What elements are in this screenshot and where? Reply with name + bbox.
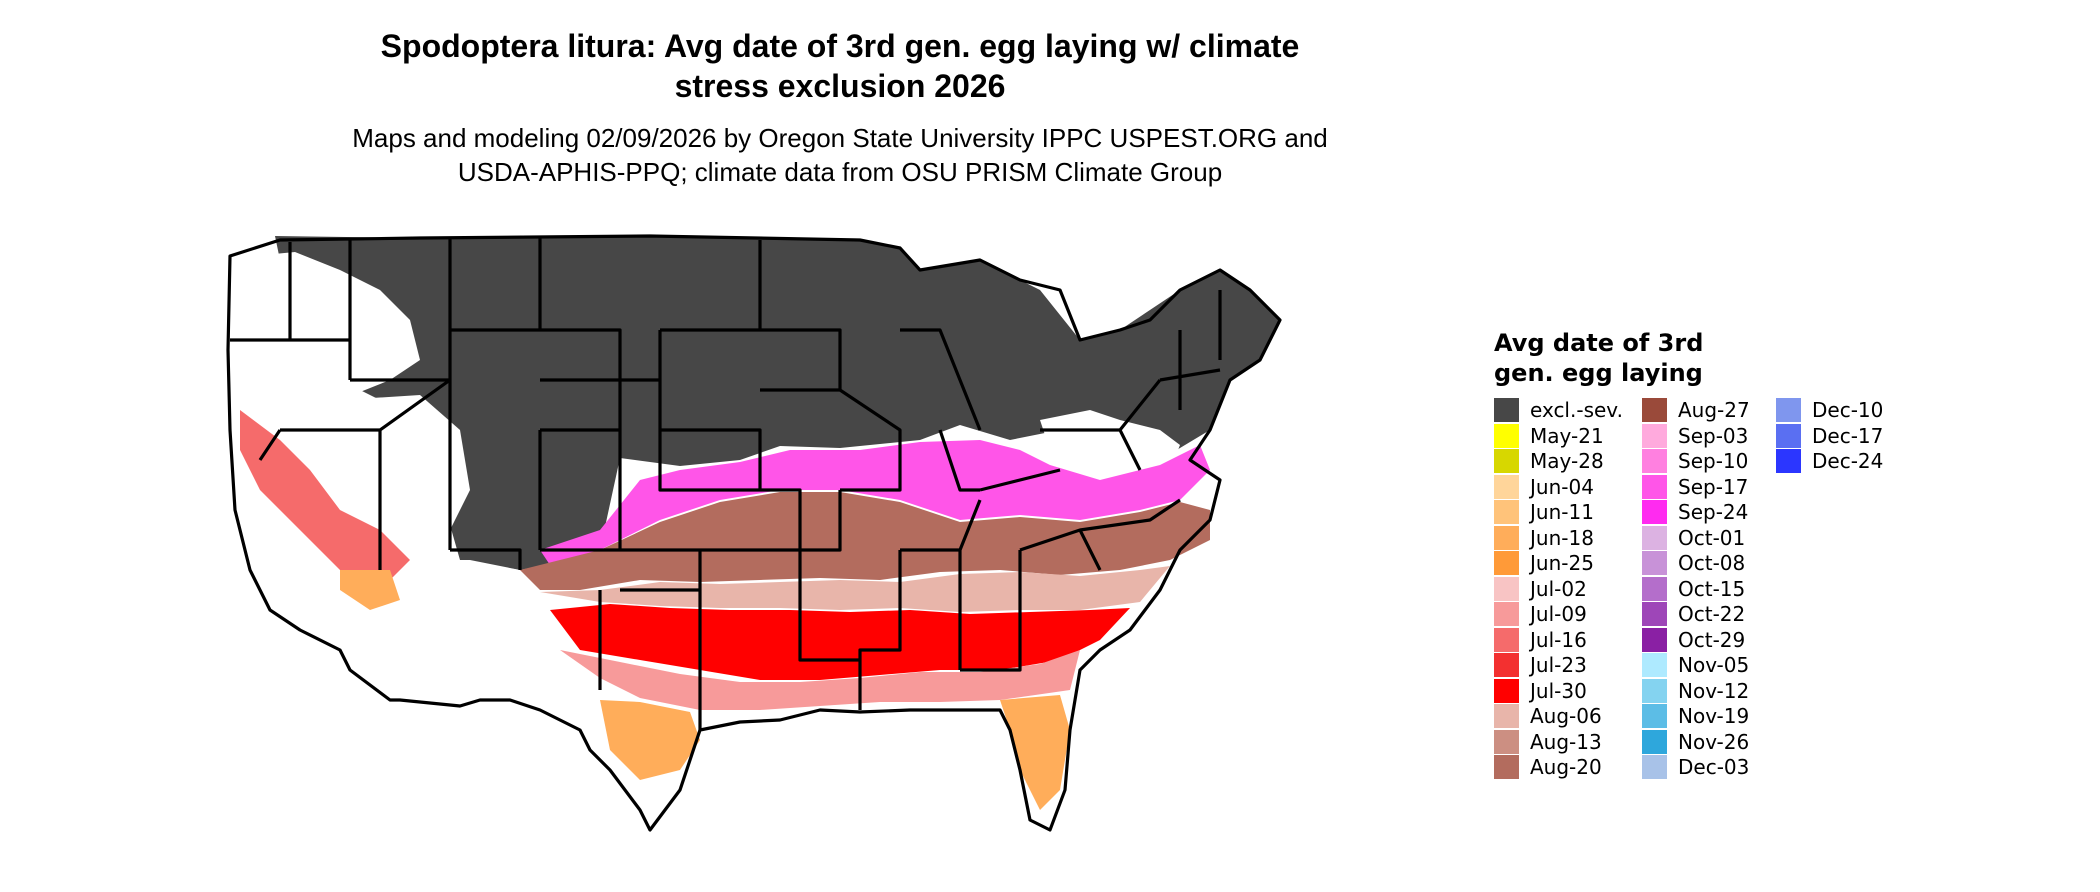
legend-label: Aug-20 xyxy=(1530,755,1602,779)
map-subtitle-line-2: USDA-APHIS-PPQ; climate data from OSU PR… xyxy=(457,157,1223,187)
legend-label: Jun-04 xyxy=(1530,474,1594,499)
legend-swatch xyxy=(1642,704,1667,728)
west-white-patch-2 xyxy=(320,395,470,550)
august-light-band xyxy=(540,566,1170,612)
map-subtitle: Maps and modeling 02/09/2026 by Oregon S… xyxy=(260,121,1420,189)
legend-label: Jul-09 xyxy=(1530,602,1587,626)
legend-title-line-2: gen. egg laying xyxy=(1494,359,1703,387)
legend-swatch xyxy=(1642,525,1667,550)
legend-swatch xyxy=(1494,678,1519,703)
legend-swatch xyxy=(1494,729,1519,754)
legend-swatch xyxy=(1642,653,1667,677)
legend-swatch xyxy=(1494,602,1519,626)
map-title-line-1: Spodoptera litura: Avg date of 3rd gen. … xyxy=(380,28,1300,64)
legend-swatch xyxy=(1642,423,1667,448)
legend-label: Aug-13 xyxy=(1530,729,1602,754)
boundary-lines xyxy=(230,238,1222,730)
june-florida-region xyxy=(1000,695,1070,810)
legend-swatch xyxy=(1494,500,1519,524)
legend-label: Jun-11 xyxy=(1530,500,1594,524)
legend-label: Jul-23 xyxy=(1530,653,1587,677)
legend-label: Oct-22 xyxy=(1678,602,1746,626)
legend-label: Nov-19 xyxy=(1678,704,1750,728)
legend-label: Sep-24 xyxy=(1678,500,1749,524)
legend-swatch xyxy=(1642,576,1667,601)
legend-label: Sep-10 xyxy=(1678,449,1749,473)
legend-swatch xyxy=(1776,423,1801,448)
legend-label: Nov-05 xyxy=(1678,653,1750,677)
legend-swatch xyxy=(1494,653,1519,677)
legend-label: Jul-02 xyxy=(1530,576,1587,601)
legend-swatch xyxy=(1494,755,1519,779)
legend-label: Oct-15 xyxy=(1678,576,1746,601)
legend-swatch xyxy=(1494,704,1519,728)
legend-swatch xyxy=(1494,423,1519,448)
legend-label: Nov-26 xyxy=(1678,729,1750,754)
legend-swatch xyxy=(1642,729,1667,754)
legend-swatch xyxy=(1642,500,1667,524)
legend-swatch xyxy=(1642,449,1667,473)
legend-swatch xyxy=(1494,525,1519,550)
legend: Avg date of 3rd gen. egg laying excl.-se… xyxy=(1494,328,1954,798)
us-outline xyxy=(226,234,1282,832)
june-texas-region xyxy=(600,700,700,780)
legend-swatch xyxy=(1642,755,1667,779)
legend-label: Nov-12 xyxy=(1678,678,1750,703)
east-white-patch xyxy=(1040,410,1180,480)
legend-swatch xyxy=(1642,602,1667,626)
map-title: Spodoptera litura: Avg date of 3rd gen. … xyxy=(260,26,1420,106)
august-band-region xyxy=(520,492,1210,590)
legend-label: Jul-16 xyxy=(1530,627,1587,652)
legend-title-line-1: Avg date of 3rd xyxy=(1494,329,1704,357)
legend-label: Jul-30 xyxy=(1530,678,1587,703)
legend-label: May-21 xyxy=(1530,423,1604,448)
legend-label: Jun-18 xyxy=(1530,525,1594,550)
legend-label: excl.-sev. xyxy=(1530,398,1623,422)
map-title-line-2: stress exclusion 2026 xyxy=(674,68,1006,104)
west-white-patch-1 xyxy=(232,252,420,405)
legend-swatch xyxy=(1776,398,1801,422)
legend-label: Aug-06 xyxy=(1530,704,1602,728)
legend-swatch xyxy=(1776,449,1801,473)
legend-swatch xyxy=(1642,474,1667,499)
legend-label: Oct-08 xyxy=(1678,551,1746,575)
legend-swatch xyxy=(1642,678,1667,703)
legend-label: May-28 xyxy=(1530,449,1604,473)
legend-label: Dec-24 xyxy=(1812,449,1884,473)
legend-swatch xyxy=(1642,398,1667,422)
legend-swatch xyxy=(1642,551,1667,575)
legend-swatch xyxy=(1494,576,1519,601)
legend-swatch xyxy=(1494,449,1519,473)
legend-label: Sep-03 xyxy=(1678,423,1749,448)
legend-swatch xyxy=(1642,627,1667,652)
legend-title: Avg date of 3rd gen. egg laying xyxy=(1494,328,1954,388)
arizona-orange-region xyxy=(340,570,400,610)
july-light-region xyxy=(560,650,1080,710)
legend-label: Dec-10 xyxy=(1812,398,1884,422)
legend-swatch xyxy=(1494,398,1519,422)
us-map xyxy=(226,234,1282,832)
southwest-region xyxy=(240,410,410,580)
legend-label: Sep-17 xyxy=(1678,474,1749,499)
legend-label: Dec-03 xyxy=(1678,755,1750,779)
legend-swatch xyxy=(1494,551,1519,575)
state-boundaries xyxy=(226,234,1282,832)
west-white-patch-3 xyxy=(400,560,530,650)
legend-label: Jun-25 xyxy=(1530,551,1594,575)
legend-label: Oct-29 xyxy=(1678,627,1746,652)
legend-label: Dec-17 xyxy=(1812,423,1884,448)
legend-swatch xyxy=(1494,474,1519,499)
legend-label: Oct-01 xyxy=(1678,525,1746,550)
legend-swatch xyxy=(1494,627,1519,652)
excluded-north-region xyxy=(275,236,1280,570)
july-band-region xyxy=(550,604,1130,680)
map-subtitle-line-1: Maps and modeling 02/09/2026 by Oregon S… xyxy=(352,123,1328,153)
legend-label: Aug-27 xyxy=(1678,398,1750,422)
